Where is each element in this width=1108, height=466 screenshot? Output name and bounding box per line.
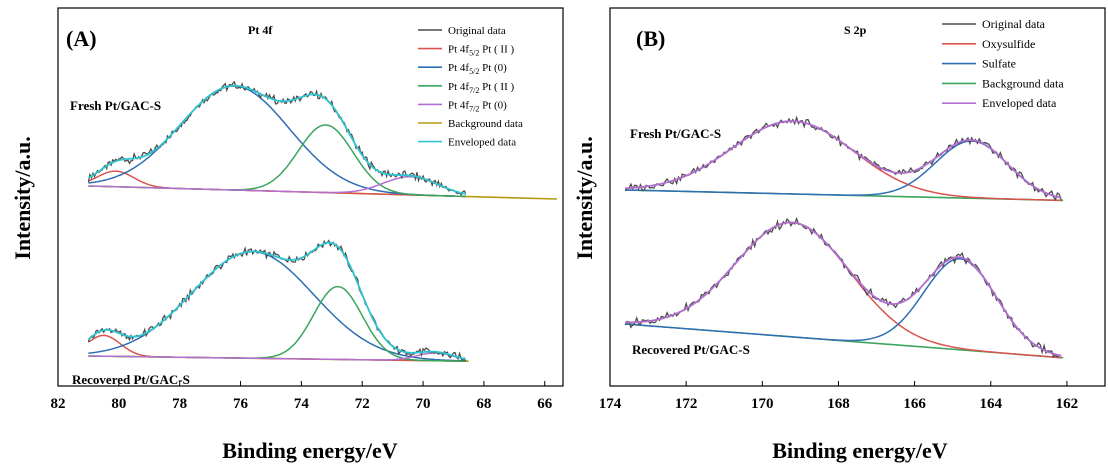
panel-b-x-tick-label: 174 [599, 396, 622, 412]
panel-a: (A) Pt 4f Fresh Pt/GAC-S Recovered Pt/GA… [10, 7, 564, 463]
panel-a-x-tick-label: 78 [172, 396, 187, 412]
panel-a-x-tick-label: 74 [294, 396, 310, 412]
panel-b-x-tick-label: 164 [980, 396, 1003, 412]
panel-a-legend-label: Original data [448, 25, 506, 37]
panel-b-curves [624, 115, 1064, 359]
panel-a-x-title: Binding energy/eV [222, 438, 398, 463]
panel-b-enveloped-fit [625, 221, 1062, 357]
panel-a-legend-label: Pt 4f5/2 Pt ( II ) [448, 44, 514, 58]
panel-a-enveloped-fit [87, 84, 466, 195]
panel-a-original-data [87, 80, 467, 197]
panel-a-component-peak [88, 285, 466, 362]
panel-b-x-tick-label: 168 [827, 396, 850, 412]
panel-a-legend-label: Background data [448, 118, 523, 130]
panel-b-tag: (B) [636, 26, 665, 51]
panel-a-y-title: Intensity/a.u. [10, 136, 35, 259]
panel-a-x-tick-label: 68 [476, 396, 491, 412]
panel-a-legend-label: Pt 4f7/2 Pt ( II ) [448, 81, 514, 95]
panel-a-component-peak [88, 175, 466, 195]
panel-a-x-tick-label: 76 [233, 396, 249, 412]
panel-a-x-tick-label: 70 [416, 396, 431, 412]
panel-b-x-tick-label: 170 [751, 396, 774, 412]
panel-b-component-peak [625, 221, 1062, 359]
panel-a-legend-label: Pt 4f5/2 Pt (0) [448, 62, 507, 76]
panel-b-legend-label: Enveloped data [982, 96, 1057, 110]
panel-b-legend: Original data Oxysulfide Sulfate Background… [942, 17, 1064, 110]
panel-a-frame [57, 7, 564, 387]
panel-b-x-tick-label: 172 [675, 396, 698, 412]
panel-b-x-title: Binding energy/eV [772, 438, 948, 463]
panel-b-y-title: Intensity/a.u. [572, 136, 597, 259]
panel-b-sample-recovered: Recovered Pt/GAC-S [632, 342, 750, 357]
panel-b-x-tick-label: 166 [903, 396, 926, 412]
panel-b-sample-fresh: Fresh Pt/GAC-S [630, 126, 721, 141]
panel-b: (B) S 2p Fresh Pt/GAC-S Recovered Pt/GAC… [572, 7, 1106, 463]
panel-b-x-axis: 174 172 170 168 166 164 162 [599, 381, 1078, 412]
panel-a-title: Pt 4f [248, 23, 273, 37]
panel-a-sample-recovered: Recovered Pt/GAC-S [72, 372, 190, 387]
panel-b-legend-label: Background data [982, 76, 1064, 90]
panel-a-x-tick-label: 72 [355, 396, 370, 412]
panel-a-sample-fresh: Fresh Pt/GAC-S [70, 98, 161, 113]
panel-a-legend-label: Enveloped data [448, 137, 516, 149]
panel-a-x-tick-label: 66 [537, 396, 553, 412]
panel-b-legend-label: Original data [982, 17, 1046, 31]
panel-b-component-peak [625, 140, 1062, 199]
panel-a-curves [87, 80, 557, 362]
panel-a-original-data [87, 239, 467, 362]
panel-a-x-tick-label: 82 [51, 396, 66, 412]
panel-b-legend-label: Sulfate [982, 57, 1016, 71]
panel-a-component-peak [88, 250, 466, 362]
panel-b-enveloped-fit [625, 120, 1062, 199]
panel-a-tag: (A) [66, 26, 97, 51]
panel-a-x-axis: 82 80 78 76 74 72 70 68 66 [51, 381, 553, 412]
panel-b-frame [609, 7, 1106, 387]
panel-a-legend-label: Pt 4f7/2 Pt (0) [448, 99, 507, 113]
panel-a-enveloped-fit [87, 241, 466, 360]
panel-b-title: S 2p [844, 23, 867, 37]
panel-b-legend-label: Oxysulfide [982, 37, 1035, 51]
panel-a-x-tick-label: 80 [111, 396, 126, 412]
panel-b-x-tick-label: 162 [1056, 396, 1079, 412]
panel-b-original-data [624, 216, 1062, 358]
panel-a-component-peak [88, 352, 466, 361]
panel-a-legend: Original data Pt 4f5/2 Pt ( II ) Pt 4f5/2 … [418, 25, 523, 149]
